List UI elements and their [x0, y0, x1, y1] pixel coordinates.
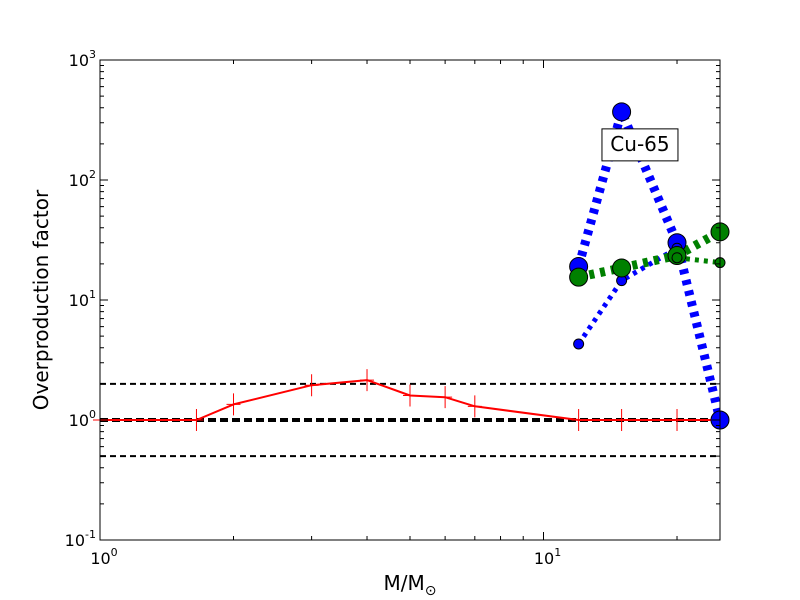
annotation-label: Cu-65	[610, 132, 669, 156]
x-axis-label: M/M⊙	[384, 571, 437, 599]
data-point-2-0	[573, 338, 585, 350]
data-point-0-3	[304, 374, 319, 397]
data-point-3-0	[569, 267, 589, 287]
data-point-0-6	[438, 386, 453, 409]
series-line-3	[577, 227, 720, 282]
data-point-1-1	[612, 102, 632, 122]
series-line-0	[100, 379, 720, 421]
y-axis-label: Overproduction factor	[29, 189, 53, 410]
series-line-1	[574, 107, 720, 422]
axis-ticks	[99, 59, 720, 541]
x-tick-label: 101	[534, 546, 561, 568]
x-tick-label: 100	[90, 546, 117, 568]
data-point-0-4	[360, 369, 375, 392]
annotation-frame	[601, 128, 679, 162]
y-tick-label: 10-1	[65, 528, 96, 550]
data-point-0-1	[189, 409, 204, 431]
data-point-0-7	[467, 395, 482, 418]
marker-layer	[93, 102, 730, 431]
data-point-0-10	[670, 409, 685, 431]
y-tick-label: 103	[69, 48, 96, 70]
data-point-0-8	[571, 409, 586, 431]
y-tick-label: 101	[69, 288, 96, 310]
data-point-0-2	[226, 393, 241, 416]
data-point-3-1	[612, 258, 632, 278]
data-point-4-0	[671, 252, 683, 264]
y-tick-label: 100	[69, 408, 96, 430]
data-point-0-5	[403, 384, 417, 407]
data-point-0-9	[614, 409, 629, 431]
annotation-box: Cu-65	[601, 128, 679, 162]
series-line-4	[676, 255, 720, 266]
series-layer	[100, 107, 720, 422]
y-tick-label: 102	[69, 168, 96, 190]
x-axis-label-subscript: ⊙	[425, 583, 437, 599]
